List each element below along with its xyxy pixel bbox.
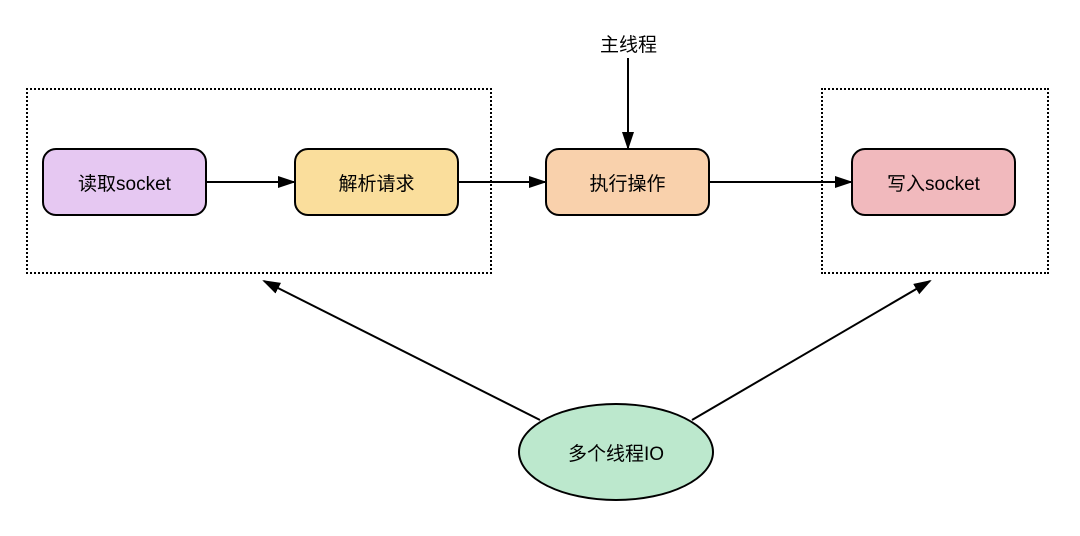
label-main-thread: 主线程	[600, 30, 657, 57]
diagram-canvas: 读取socket 解析请求 执行操作 写入socket 主线程 多个线程IO	[0, 0, 1080, 536]
node-execute-operation: 执行操作	[545, 148, 710, 216]
node-label: 读取socket	[78, 169, 171, 196]
ellipse-multi-thread-io: 多个线程IO	[518, 403, 714, 501]
arrow	[692, 281, 930, 420]
node-label: 写入socket	[887, 169, 980, 196]
ellipse-label: 多个线程IO	[568, 439, 664, 466]
node-write-socket: 写入socket	[851, 148, 1016, 216]
node-read-socket: 读取socket	[42, 148, 207, 216]
label-text: 主线程	[600, 35, 657, 56]
node-label: 执行操作	[589, 169, 665, 196]
node-label: 解析请求	[338, 169, 414, 196]
arrow	[264, 281, 540, 420]
node-parse-request: 解析请求	[294, 148, 459, 216]
